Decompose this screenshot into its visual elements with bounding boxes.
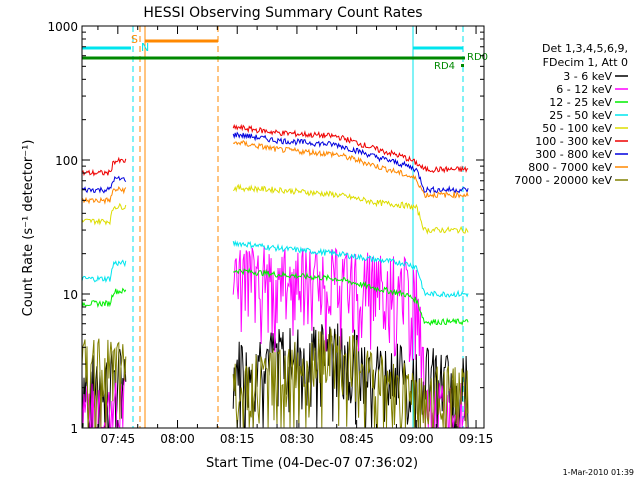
footer-timestamp: 1-Mar-2010 01:39 xyxy=(563,468,634,477)
x-tick-label: 09:00 xyxy=(399,432,434,446)
x-tick-label: 08:30 xyxy=(280,432,315,446)
series-line xyxy=(232,183,469,235)
series-line xyxy=(232,239,469,298)
legend-label: 12 - 25 keV xyxy=(549,96,612,109)
series-line xyxy=(232,328,469,428)
flag-n-label: N xyxy=(141,41,149,54)
legend-label: 50 - 100 keV xyxy=(542,122,612,135)
x-tick-label: 08:00 xyxy=(160,432,195,446)
legend-header-line-1: Det 1,3,4,5,6,9, xyxy=(542,42,628,55)
plot-frame xyxy=(81,25,485,429)
x-tick-label: 07:45 xyxy=(101,432,136,446)
legend-header-line-2: FDecim 1, Att 0 xyxy=(543,56,628,69)
legend: Det 1,3,4,5,6,9, FDecim 1, Att 0 3 - 6 k… xyxy=(514,42,628,187)
series-line xyxy=(82,202,127,226)
series-line xyxy=(233,267,469,326)
x-tick-label: 08:45 xyxy=(339,432,374,446)
legend-label: 7000 - 20000 keV xyxy=(514,174,612,187)
legend-label: 300 - 800 keV xyxy=(535,148,612,161)
flag-rd4-marker xyxy=(461,64,464,67)
series-line xyxy=(82,175,127,194)
x-tick-label: 09:15 xyxy=(459,432,494,446)
x-axis-label: Start Time (04-Dec-07 07:36:02) xyxy=(206,456,418,471)
legend-label: 3 - 6 keV xyxy=(563,70,612,83)
series-line xyxy=(82,259,127,284)
series-line xyxy=(82,156,127,177)
y-tick-label: 1 xyxy=(70,422,78,436)
series-layer xyxy=(82,123,469,428)
y-axis-label: Count Rate (s⁻¹ detector⁻¹) xyxy=(21,140,36,317)
legend-label: 100 - 300 keV xyxy=(535,135,612,148)
flag-rd0-label: RD0 xyxy=(467,52,488,63)
legend-label: 25 - 50 keV xyxy=(549,109,612,122)
chart-title: HESSI Observing Summary Count Rates xyxy=(143,5,422,21)
series-line xyxy=(232,322,469,428)
flag-s-label: S xyxy=(131,33,138,46)
series-line xyxy=(82,186,127,205)
series-line xyxy=(232,131,469,194)
tick-layer: 07:45 08:00 08:15 08:30 08:45 09:00 09:15 1 10 10… xyxy=(47,20,493,446)
y-tick-label: 1000 xyxy=(47,20,78,34)
y-tick-label: 100 xyxy=(55,154,78,168)
y-tick-label: 10 xyxy=(63,288,78,302)
x-tick-label: 08:15 xyxy=(220,432,255,446)
series-line xyxy=(82,338,127,428)
series-line xyxy=(232,140,469,199)
legend-label: 800 - 7000 keV xyxy=(528,161,612,174)
series-line xyxy=(232,123,469,174)
legend-label: 6 - 12 keV xyxy=(556,83,612,96)
flag-rd4-label: RD4 xyxy=(434,61,455,72)
series-line xyxy=(82,287,127,308)
